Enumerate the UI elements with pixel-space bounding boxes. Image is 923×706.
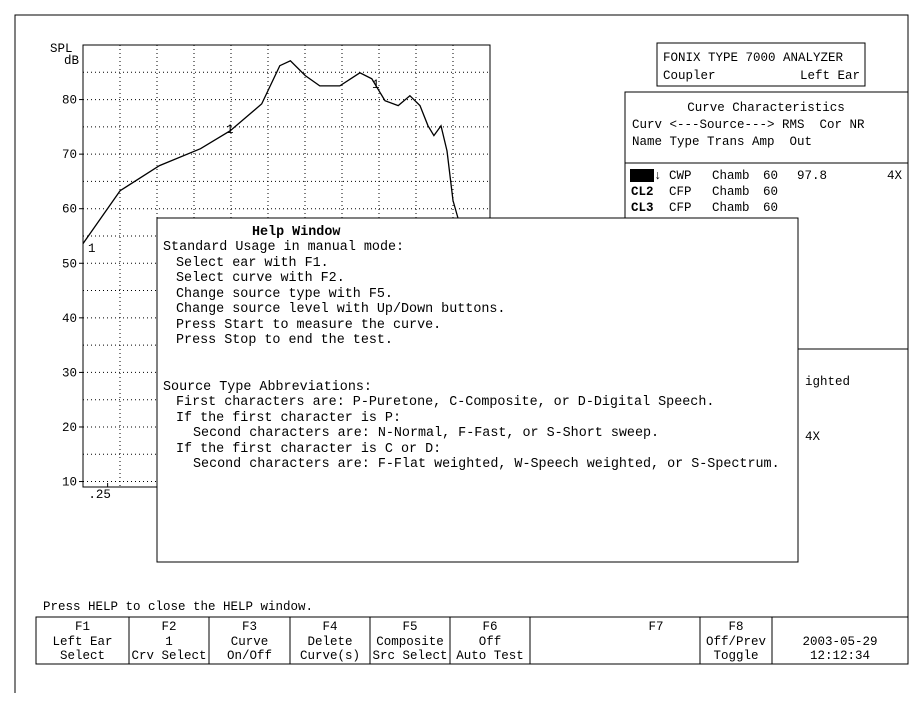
- key-label: On/Off: [227, 649, 272, 663]
- selection-marker: ↓: [654, 169, 662, 183]
- curve-amp: 60: [763, 185, 778, 199]
- key-name: F4: [322, 620, 337, 634]
- help-line: Second characters are: N-Normal, F-Fast,…: [193, 426, 659, 441]
- help-window: Help Window Standard Usage in manual mod…: [156, 217, 799, 563]
- analyzer-mode: Coupler: [663, 69, 716, 83]
- key-name: F7: [648, 620, 663, 634]
- table-header: Curv <---Source---> RMS Cor NR: [632, 118, 865, 132]
- analyzer-frame: [656, 42, 866, 87]
- help-line: First characters are: P-Puretone, C-Comp…: [176, 395, 714, 410]
- key-label: Off/Prev: [706, 635, 767, 649]
- table-header: Name Type Trans Amp Out: [632, 135, 812, 149]
- hidden-fragment: 4X: [805, 430, 821, 444]
- curve-amp: 60: [763, 169, 778, 183]
- y-tick-label: 80: [62, 94, 77, 108]
- key-label: Toggle: [713, 649, 758, 663]
- key-label: Auto Test: [456, 649, 524, 663]
- key-name: F8: [728, 620, 743, 634]
- help-line: Change source type with F5.: [176, 287, 393, 302]
- key-label: Src Select: [372, 649, 447, 663]
- key-name: F2: [161, 620, 176, 634]
- curve-nr: 4X: [887, 169, 903, 183]
- y-tick-label: 20: [62, 421, 77, 435]
- help-frame: [156, 217, 799, 563]
- key-label: Delete: [307, 635, 352, 649]
- status-message: Press HELP to close the HELP window.: [43, 600, 313, 614]
- y-axis-label: SPL: [50, 42, 73, 56]
- key-label: 12:12:34: [810, 649, 870, 663]
- help-line: Standard Usage in manual mode:: [163, 240, 404, 255]
- curve-label: 1: [372, 78, 380, 92]
- curve-name: CL2: [631, 185, 654, 199]
- curve-amp: 60: [763, 201, 778, 215]
- analyzer-box: FONIX TYPE 7000 ANALYZER Coupler Left Ea…: [656, 42, 866, 87]
- key-label: Select: [60, 649, 105, 663]
- x-tick-label: .25: [88, 488, 111, 502]
- hidden-fragment: ighted: [805, 375, 850, 389]
- analyzer-ear: Left Ear: [800, 69, 860, 83]
- y-axis-unit: dB: [64, 54, 80, 68]
- y-tick-label: 40: [62, 312, 77, 326]
- help-line: Press Stop to end the test.: [176, 333, 393, 348]
- help-line: Second characters are: F-Flat weighted, …: [193, 457, 780, 472]
- help-line: Source Type Abbreviations:: [163, 380, 372, 395]
- key-name: F3: [242, 620, 257, 634]
- curve-label: 1: [226, 123, 234, 137]
- key-label: Composite: [376, 635, 444, 649]
- help-line: If the first character is C or D:: [176, 442, 441, 457]
- key-label: Crv Select: [131, 649, 206, 663]
- curve-type: CFP: [669, 201, 692, 215]
- curve-type: CWP: [669, 169, 692, 183]
- key-label: 1: [165, 635, 173, 649]
- curve-trans: Chamb: [712, 201, 750, 215]
- help-line: Select curve with F2.: [176, 271, 345, 286]
- help-line: If the first character is P:: [176, 411, 401, 426]
- help-title: Help Window: [252, 225, 340, 240]
- curve-trans: Chamb: [712, 169, 750, 183]
- y-tick-label: 50: [62, 257, 77, 271]
- response-curve: [82, 60, 459, 244]
- selection-highlight: [630, 169, 654, 182]
- help-line: Select ear with F1.: [176, 256, 329, 271]
- curve-label: 1: [88, 242, 96, 256]
- function-bar-frame: [35, 616, 909, 665]
- key-label: Curve: [231, 635, 269, 649]
- curve-trans: Chamb: [712, 185, 750, 199]
- y-tick-label: 60: [62, 203, 77, 217]
- curve-name: CL3: [631, 201, 654, 215]
- y-tick-label: 70: [62, 148, 77, 162]
- curve-name: CL1: [631, 169, 654, 183]
- help-line: Press Start to measure the curve.: [176, 318, 441, 333]
- analyzer-title: FONIX TYPE 7000 ANALYZER: [663, 51, 844, 65]
- key-label: Off: [479, 635, 502, 649]
- key-name: F6: [482, 620, 497, 634]
- key-name: F5: [402, 620, 417, 634]
- key-label: 2003-05-29: [802, 635, 877, 649]
- table-title: Curve Characteristics: [687, 101, 845, 115]
- key-label: Curve(s): [300, 649, 360, 663]
- curve-type: CFP: [669, 185, 692, 199]
- y-tick-label: 30: [62, 366, 77, 380]
- y-tick-label: 10: [62, 476, 77, 490]
- help-line: Change source level with Up/Down buttons…: [176, 302, 505, 317]
- key-name: F1: [75, 620, 90, 634]
- key-label: Left Ear: [52, 635, 112, 649]
- curve-rms: 97.8: [797, 169, 827, 183]
